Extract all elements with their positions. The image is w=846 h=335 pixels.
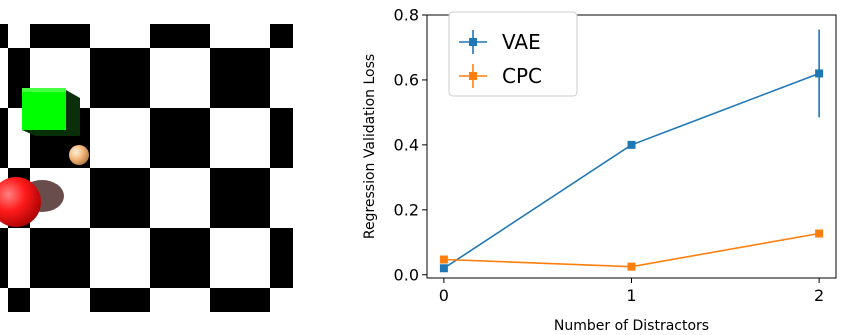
board-square	[150, 48, 210, 108]
board-square	[90, 48, 150, 108]
x-tick-label: 2	[814, 286, 824, 305]
x-tick-label: 0	[439, 286, 449, 305]
board-square	[30, 228, 90, 288]
marker-cpc	[627, 262, 636, 271]
marker-vae	[627, 140, 636, 149]
board-square	[270, 228, 293, 288]
board-square	[270, 24, 293, 48]
board-square	[150, 24, 210, 48]
board-square	[150, 288, 210, 312]
board-square	[210, 168, 270, 228]
y-tick-label: 0.4	[394, 135, 419, 154]
scene-image	[0, 24, 293, 312]
board-square	[270, 168, 293, 228]
marker-vae	[439, 264, 448, 273]
series-layer	[439, 29, 824, 273]
y-tick-label: 0.8	[394, 6, 419, 25]
board-square	[0, 288, 8, 312]
legend-label-cpc: CPC	[502, 64, 542, 88]
board-square	[270, 108, 293, 168]
board-square	[0, 108, 8, 168]
board-square	[150, 108, 210, 168]
y-axis-title: Regression Validation Loss	[362, 54, 378, 239]
x-axis-title: Number of Distractors	[554, 318, 709, 334]
board-square	[210, 24, 270, 48]
board-square	[90, 288, 150, 312]
x-tick-label: 1	[626, 286, 636, 305]
legend-label-vae: VAE	[502, 30, 541, 54]
legend-entry-vae: VAE	[459, 30, 541, 54]
series-cpc	[439, 229, 824, 271]
series-line-vae	[443, 72, 820, 269]
marker-cpc	[439, 255, 448, 264]
board-square	[210, 228, 270, 288]
checkerboard	[0, 24, 293, 312]
green-cube	[22, 88, 80, 136]
marker-vae	[815, 69, 824, 78]
marker-cpc	[815, 229, 824, 238]
board-square	[90, 228, 150, 288]
board-square	[270, 288, 293, 312]
legend-box	[448, 11, 578, 97]
board-square	[90, 108, 150, 168]
board-square	[150, 228, 210, 288]
y-axis-ticks: 0.0 0.2 0.4 0.6 0.8	[394, 6, 427, 284]
board-square	[8, 24, 30, 48]
board-square	[0, 48, 8, 108]
y-tick-label: 0.2	[394, 200, 419, 219]
y-tick-label: 0.0	[394, 265, 419, 284]
board-square	[8, 288, 30, 312]
board-square	[150, 168, 210, 228]
board-square	[90, 24, 150, 48]
red-sphere	[0, 177, 64, 227]
series-vae	[439, 29, 824, 273]
board-square	[210, 48, 270, 108]
x-axis-ticks: 0 1 2	[439, 278, 824, 305]
legend-entry-cpc: CPC	[459, 64, 542, 88]
board-square	[210, 108, 270, 168]
board-square	[0, 24, 8, 48]
board-square	[270, 48, 293, 108]
legend: VAE CPC	[448, 11, 578, 97]
y-tick-label: 0.6	[394, 70, 419, 89]
board-square	[0, 228, 8, 288]
tan-sphere	[69, 145, 89, 165]
series-line-cpc	[443, 232, 820, 268]
regression-loss-chart: 0.0 0.2 0.4 0.6 0.8 0 1 2 Number of Distractor…	[362, 6, 837, 334]
board-square	[30, 24, 90, 48]
board-square	[8, 228, 30, 288]
axes-frame	[426, 14, 837, 279]
board-square	[30, 288, 90, 312]
board-square	[210, 288, 270, 312]
board-square	[90, 168, 150, 228]
